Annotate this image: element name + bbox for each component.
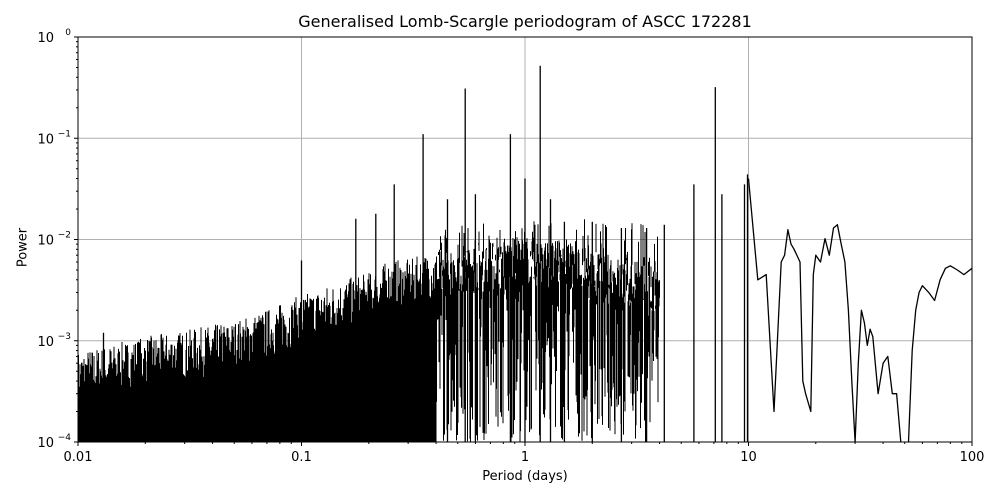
y-tick-label: 10 <box>37 234 54 249</box>
y-tick-exponent: 0 <box>65 28 71 38</box>
y-tick-exponent: −2 <box>58 231 71 241</box>
x-tick-label: 1 <box>521 450 529 465</box>
chart-title: Generalised Lomb-Scargle periodogram of … <box>298 12 752 31</box>
x-axis-label: Period (days) <box>482 469 568 484</box>
y-tick-label: 10 <box>37 436 54 451</box>
y-tick-exponent: −1 <box>58 129 71 139</box>
y-tick-label: 10 <box>37 31 54 46</box>
y-tick-label: 10 <box>37 335 54 350</box>
y-tick-label: 10 <box>37 132 54 147</box>
x-tick-label: 100 <box>960 450 985 465</box>
x-axis-ticks: 0.01 0.1 1 10 100 <box>64 442 985 465</box>
y-tick-exponent: −4 <box>58 433 72 443</box>
y-tick-exponent: −3 <box>58 332 71 342</box>
x-tick-label: 0.1 <box>291 450 312 465</box>
x-tick-label: 10 <box>740 450 757 465</box>
power-series <box>78 65 972 442</box>
y-axis-ticks: 10 0 10 −1 10 −2 10 −3 10 −4 <box>37 28 78 451</box>
x-tick-label: 0.01 <box>64 450 93 465</box>
